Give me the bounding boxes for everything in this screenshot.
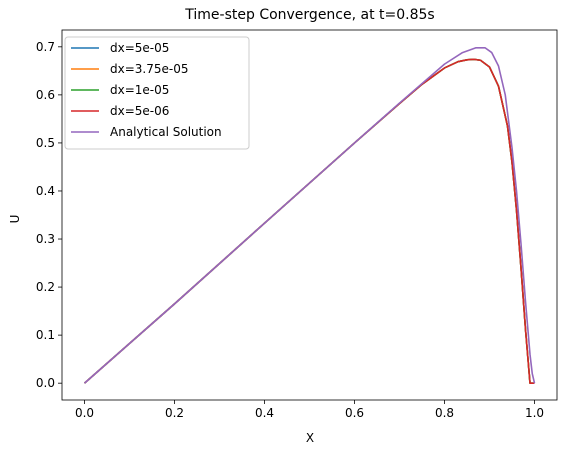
legend-label-4: dx=5e-06 bbox=[110, 104, 169, 118]
axes-frame bbox=[61, 29, 558, 401]
y-tick-label: 0.1 bbox=[36, 328, 55, 342]
y-tick-label: 0.0 bbox=[36, 376, 55, 390]
x-axis-label: X bbox=[306, 431, 314, 445]
y-tick-label: 0.2 bbox=[36, 280, 55, 294]
y-tick-label: 0.4 bbox=[36, 184, 55, 198]
series-line-5 bbox=[83, 46, 536, 384]
x-tick-label: 0.8 bbox=[435, 406, 454, 420]
x-tick-label: 0.4 bbox=[255, 406, 274, 420]
y-tick-label: 0.3 bbox=[36, 232, 55, 246]
legend-frame bbox=[64, 36, 250, 150]
x-axis: 0.0 0.2 0.4 0.6 0.8 1.0 bbox=[75, 400, 544, 420]
y-axis-label: U bbox=[8, 215, 22, 224]
legend-label-1: dx=5e-05 bbox=[110, 41, 169, 55]
x-tick-label: 0.2 bbox=[165, 406, 184, 420]
x-tick-label: 1.0 bbox=[525, 406, 544, 420]
y-tick-label: 0.7 bbox=[36, 40, 55, 54]
y-tick-label: 0.6 bbox=[36, 88, 55, 102]
chart-title: Time-step Convergence, at t=0.85s bbox=[184, 7, 434, 23]
series-layer bbox=[83, 46, 536, 384]
legend-label-3: dx=1e-05 bbox=[110, 83, 169, 97]
x-tick-label: 0.0 bbox=[75, 406, 94, 420]
legend-label-2: dx=3.75e-05 bbox=[110, 62, 188, 76]
y-axis: 0.0 0.1 0.2 0.3 0.4 0.5 0.6 0.7 bbox=[36, 40, 62, 390]
y-tick-label: 0.5 bbox=[36, 136, 55, 150]
plot-area bbox=[61, 29, 558, 401]
legend: dx=5e-05 dx=3.75e-05 dx=1e-05 dx=5e-06 Analy… bbox=[64, 36, 250, 150]
x-tick-label: 0.6 bbox=[345, 406, 364, 420]
legend-label-5: Analytical Solution bbox=[110, 125, 222, 139]
